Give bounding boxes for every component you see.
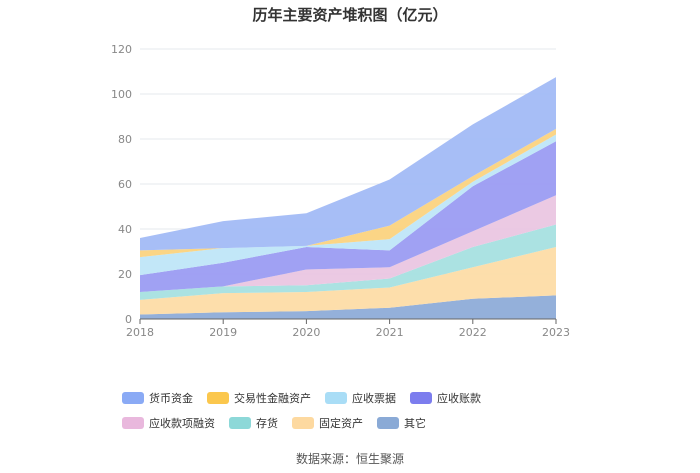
x-tick-label: 2023 xyxy=(542,326,570,339)
y-tick-label: 20 xyxy=(118,268,132,281)
legend-item[interactable]: 应收账款 xyxy=(410,392,481,405)
y-tick-label: 40 xyxy=(118,223,132,236)
legend-item[interactable]: 存货 xyxy=(229,416,278,430)
legend-item[interactable]: 其它 xyxy=(377,416,426,430)
x-tick-label: 2018 xyxy=(126,326,154,339)
legend-label: 交易性金融资产 xyxy=(234,392,311,405)
series-area xyxy=(140,134,556,276)
y-tick-label: 0 xyxy=(125,313,132,326)
legend-swatch xyxy=(122,392,144,404)
legend-swatch xyxy=(207,392,229,404)
legend-swatch xyxy=(122,416,144,429)
x-tick-label: 2022 xyxy=(459,326,487,339)
x-tick-label: 2020 xyxy=(292,326,320,339)
chart-title: 历年主要资产堆积图（亿元） xyxy=(252,6,448,24)
legend-item[interactable]: 固定资产 xyxy=(292,416,363,430)
series-area xyxy=(140,247,556,315)
series-area xyxy=(140,77,556,251)
y-tick-label: 60 xyxy=(118,178,132,191)
legend-label: 应收票据 xyxy=(352,392,396,405)
legend-label: 其它 xyxy=(404,416,426,430)
y-tick-label: 80 xyxy=(118,133,132,146)
legend-swatch xyxy=(292,416,314,429)
legend-label: 应收账款 xyxy=(437,392,481,405)
legend-swatch xyxy=(410,392,432,404)
legend-item[interactable]: 货币资金 xyxy=(122,392,193,405)
legend-swatch xyxy=(377,416,399,429)
x-tick-label: 2021 xyxy=(376,326,404,339)
series-area xyxy=(140,141,556,292)
legend-label: 应收款项融资 xyxy=(149,416,215,430)
legend-label: 存货 xyxy=(256,416,278,430)
legend-swatch xyxy=(325,392,347,404)
series-area xyxy=(140,295,556,319)
data-source-note: 数据来源：恒生聚源 xyxy=(295,452,404,466)
legend-label: 货币资金 xyxy=(149,392,193,405)
legend-item[interactable]: 应收票据 xyxy=(325,392,396,405)
legend-label: 固定资产 xyxy=(319,416,363,430)
x-tick-label: 2019 xyxy=(209,326,237,339)
stacked-area-chart: 0 20 40 60 80 100 120 2018 2019 2020 2021 2022 2023 xyxy=(111,43,570,339)
legend-swatch xyxy=(229,416,251,429)
y-tick-label: 100 xyxy=(111,88,132,101)
series-area xyxy=(140,224,556,300)
series-area xyxy=(140,195,556,292)
legend-item[interactable]: 应收款项融资 xyxy=(122,416,215,430)
legend-item[interactable]: 交易性金融资产 xyxy=(207,392,311,405)
y-tick-label: 120 xyxy=(111,43,132,56)
chart-legend: 货币资金 交易性金融资产 应收票据 应收账款应收款项融资 存货 固定资产 其它 xyxy=(122,389,592,438)
